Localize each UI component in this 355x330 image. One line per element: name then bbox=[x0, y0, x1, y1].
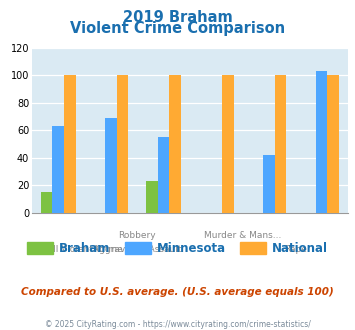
Bar bbox=[275, 75, 286, 213]
Text: Rape: Rape bbox=[284, 245, 307, 254]
Bar bbox=[158, 137, 169, 213]
Text: All Violent Crime: All Violent Crime bbox=[47, 245, 122, 254]
Bar bbox=[53, 126, 64, 213]
Text: Aggravated Assault: Aggravated Assault bbox=[93, 245, 181, 254]
Text: © 2025 CityRating.com - https://www.cityrating.com/crime-statistics/: © 2025 CityRating.com - https://www.city… bbox=[45, 320, 310, 329]
Bar bbox=[146, 181, 158, 213]
Text: Compared to U.S. average. (U.S. average equals 100): Compared to U.S. average. (U.S. average … bbox=[21, 287, 334, 297]
Bar bbox=[316, 71, 327, 213]
Bar bbox=[222, 75, 234, 213]
Text: 2019 Braham: 2019 Braham bbox=[122, 10, 233, 25]
Bar bbox=[117, 75, 128, 213]
Bar bbox=[105, 118, 117, 213]
Bar bbox=[64, 75, 76, 213]
Bar bbox=[327, 75, 339, 213]
Bar bbox=[263, 155, 275, 213]
Bar bbox=[169, 75, 181, 213]
Text: Robbery: Robbery bbox=[119, 231, 156, 240]
Text: Violent Crime Comparison: Violent Crime Comparison bbox=[70, 21, 285, 36]
Text: Murder & Mans...: Murder & Mans... bbox=[204, 231, 281, 240]
Bar bbox=[41, 192, 53, 213]
Legend: Braham, Minnesota, National: Braham, Minnesota, National bbox=[23, 237, 332, 260]
